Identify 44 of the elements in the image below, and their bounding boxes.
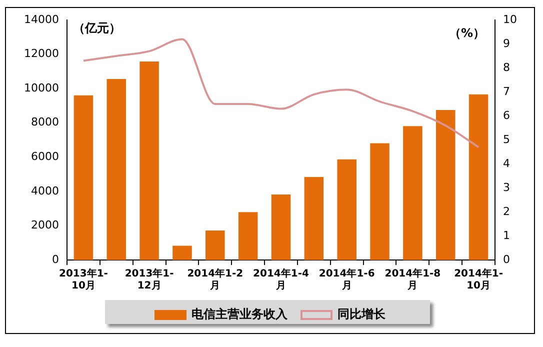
x-tick-label: 2014年1-2月 [187,268,244,292]
bar [337,159,356,260]
y2-tick-label: 2 [503,204,510,218]
bar [370,143,390,260]
bar [436,110,456,260]
y-tick-label: 2000 [30,218,59,232]
y-axis-title: （亿元） [72,21,121,36]
y2-tick-label: 9 [503,36,510,50]
x-tick-label: 2013年1-12月 [124,268,174,292]
y-tick-label: 6000 [30,150,59,163]
y2-tick-label: 8 [503,60,510,74]
y2-tick-label: 6 [503,108,510,122]
bar [106,78,126,260]
y2-tick-label: 7 [503,84,510,98]
bar [304,177,324,260]
bar [468,94,488,260]
bar [172,246,192,260]
x-tick-label: 2013年1-10月 [58,268,108,292]
y2-tick-label: 0 [503,252,510,266]
bar [206,230,225,260]
y-tick-label: 14000 [24,12,59,26]
y-tick-label: 4000 [30,184,59,198]
bar [403,126,422,260]
y2-tick-label: 10 [503,12,518,26]
bar [238,212,258,260]
legend-label: 电信主营业务收入 [192,307,288,322]
y2-axis-title: （%） [448,26,486,40]
y-tick-label: 10000 [24,81,59,94]
y-tick-label: 8000 [30,116,59,129]
x-tick-label: 2014年1-4月 [253,268,309,292]
bar [74,95,94,260]
bar [140,61,159,260]
x-tick-label: 2014年1-8月 [384,268,441,292]
y2-tick-label: 1 [503,228,510,242]
x-tick-label: 2014年1-6月 [318,268,375,292]
y2-tick-label: 3 [503,180,510,194]
y2-tick-label: 5 [503,132,510,146]
legend-label: 同比增长 [338,307,386,322]
bar [271,194,291,260]
line-series [82,38,480,148]
y-tick-label: 12000 [24,47,59,60]
y2-tick-label: 4 [503,156,510,170]
x-tick-label: 2014年1-10月 [454,268,504,292]
y-tick-label: 0 [52,252,59,266]
